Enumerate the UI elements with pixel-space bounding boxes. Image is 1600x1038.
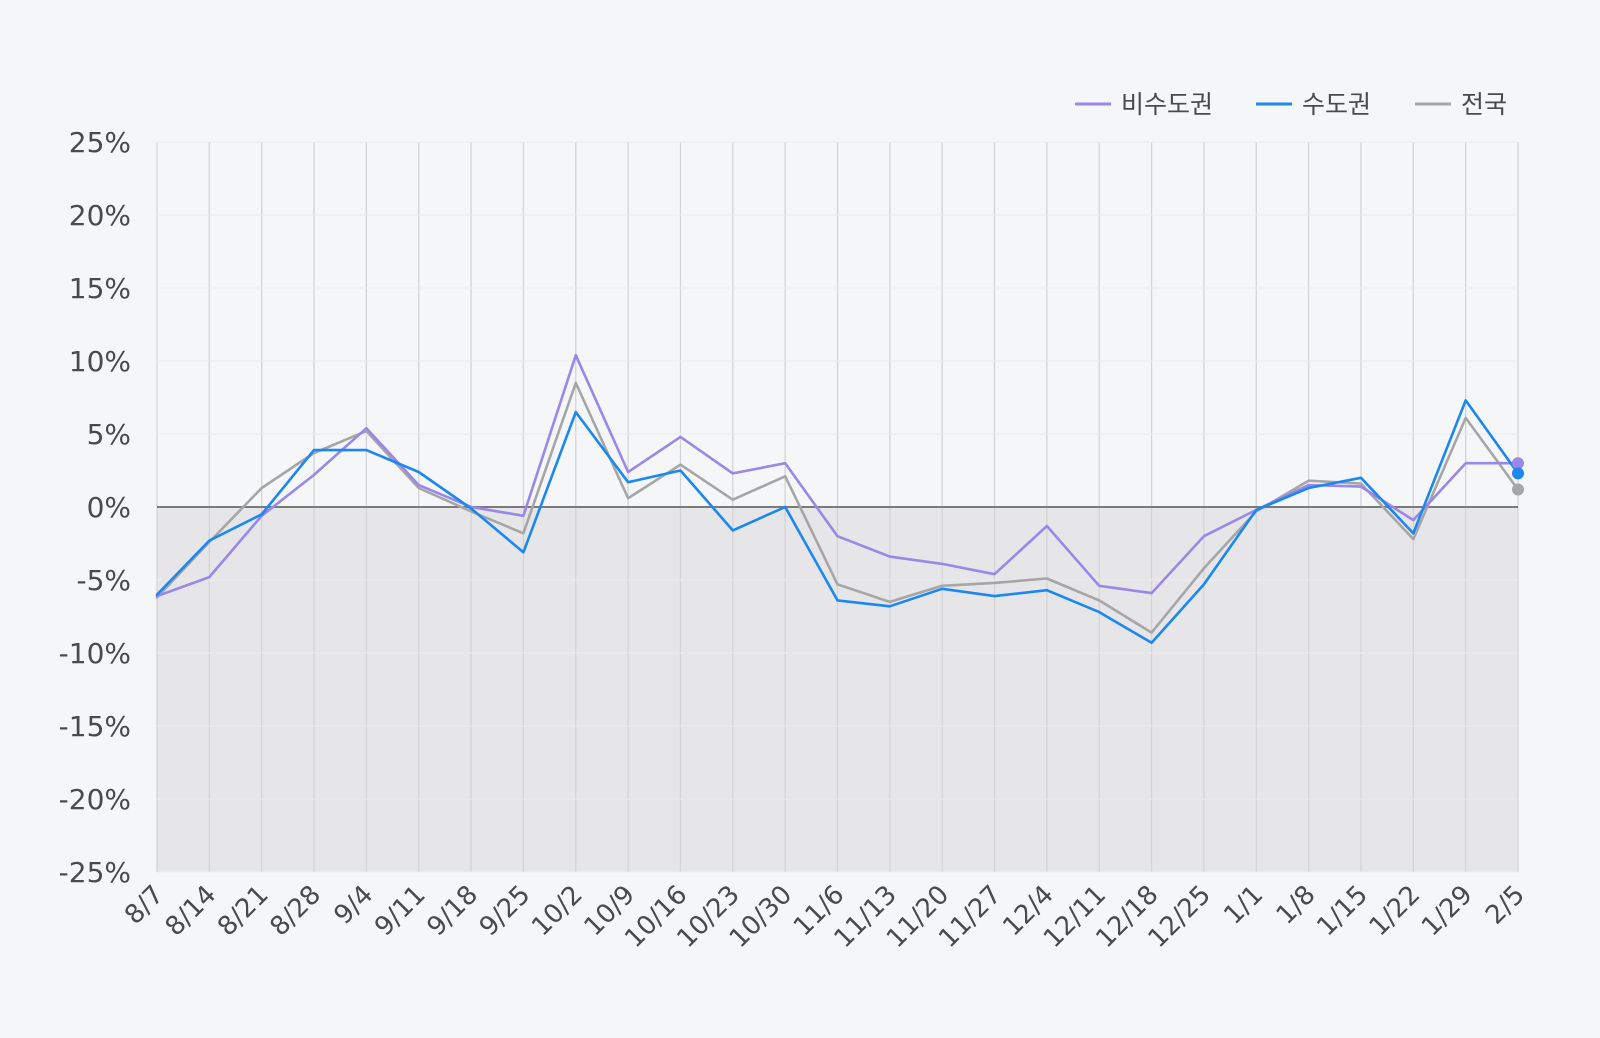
series-end-point-1 — [1512, 457, 1524, 470]
x-tick-label: 1/15 — [1311, 880, 1374, 943]
series-line-3 — [155, 381, 1520, 634]
series-end-point-2 — [1512, 467, 1524, 480]
x-axis-ticks: 8/78/148/218/28 9/49/119/189/2510/210/910… — [119, 880, 1531, 954]
x-tick-label: 10/2 — [526, 880, 589, 943]
y-tick-label: -10% — [59, 637, 131, 670]
x-tick-label: 2/5 — [1480, 880, 1531, 931]
y-axis-ticks: 25% 20% 15% 10% 5% 0% -5% -10% -15% -20% -25% — [59, 126, 131, 889]
y-tick-label: 0% — [87, 491, 131, 524]
series-line-2 — [155, 399, 1520, 645]
x-tick-label: 9/11 — [369, 880, 432, 943]
y-tick-label: 25% — [69, 126, 131, 159]
series-lines — [155, 353, 1524, 645]
y-tick-label: -15% — [59, 710, 131, 743]
y-tick-label: -20% — [59, 783, 131, 816]
x-tick-label: 9/18 — [422, 880, 485, 943]
y-tick-label: 5% — [87, 418, 131, 451]
y-tick-label: 15% — [69, 272, 131, 305]
legend: 비수도권 수도권 전국 — [1075, 90, 1507, 119]
x-tick-label: 8/21 — [212, 880, 275, 943]
x-tick-label: 1/1 — [1218, 880, 1269, 931]
series-line-1 — [155, 353, 1520, 598]
y-tick-label: 10% — [69, 345, 131, 378]
x-tick-label: 1/22 — [1364, 880, 1427, 943]
y-tick-label: 20% — [69, 199, 131, 232]
x-tick-label: 8/28 — [264, 880, 327, 943]
legend-label: 수도권 — [1302, 90, 1371, 119]
series-end-point-3 — [1512, 483, 1524, 496]
legend-label: 전국 — [1461, 90, 1507, 119]
y-tick-label: -25% — [59, 856, 131, 889]
x-tick-label: 9/25 — [474, 880, 537, 943]
y-tick-label: -5% — [76, 564, 131, 597]
x-tick-label: 1/29 — [1416, 880, 1479, 943]
x-tick-label: 8/14 — [160, 880, 223, 943]
legend-label: 비수도권 — [1121, 90, 1213, 119]
